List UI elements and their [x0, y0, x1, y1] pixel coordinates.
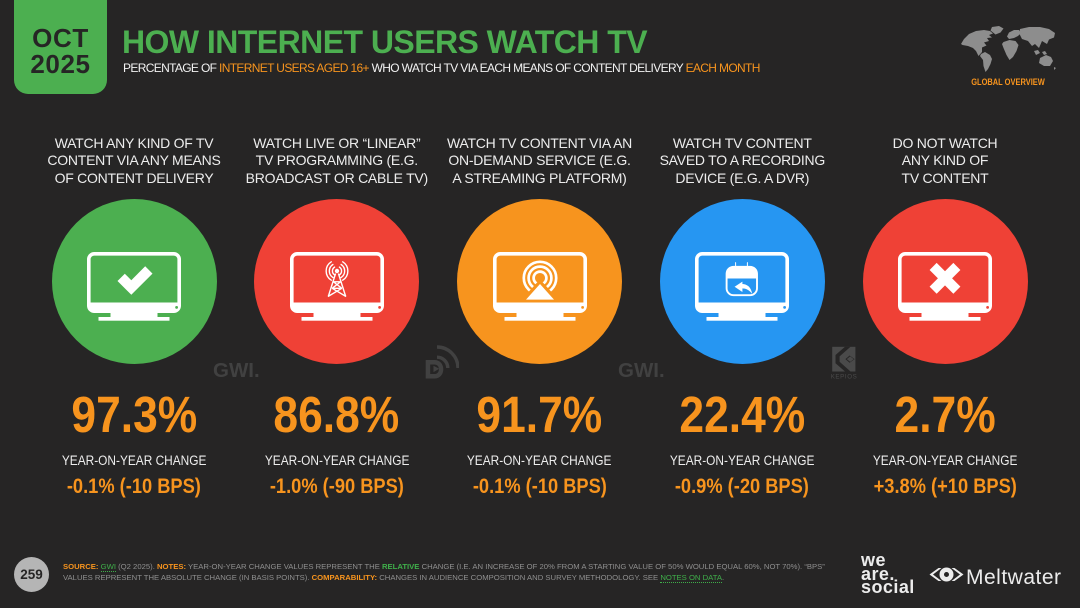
svg-text:KEPIOS: KEPIOS: [831, 374, 857, 381]
